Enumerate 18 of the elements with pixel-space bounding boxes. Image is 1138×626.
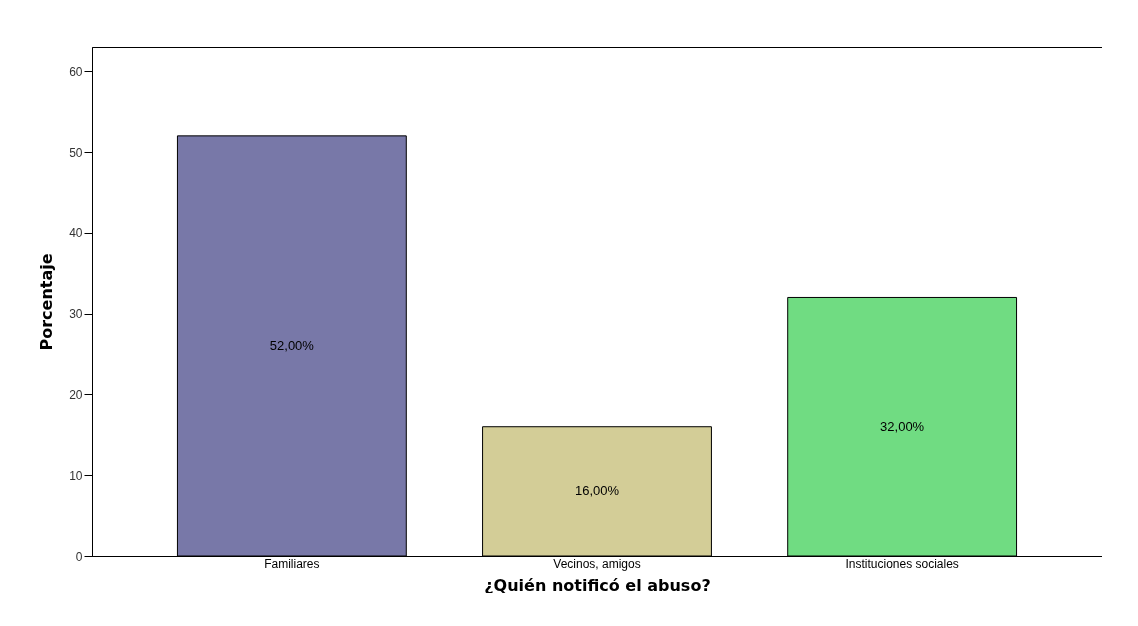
bar (787, 296, 1018, 557)
y-tick-label: 10 (69, 468, 83, 483)
y-tick-label: 50 (69, 145, 83, 160)
bar (482, 426, 712, 557)
bar (176, 135, 407, 557)
y-axis-title: Porcentaje (37, 253, 57, 351)
data-label: 52,00% (269, 337, 315, 353)
x-tick-label: Vecinos, amigos (553, 556, 641, 571)
y-tick-label: 30 (69, 307, 83, 322)
x-tick-label: Familiares (264, 556, 320, 571)
y-tick-label: 0 (75, 549, 83, 564)
data-label: 32,00% (880, 418, 925, 434)
y-tick-label: 60 (69, 64, 83, 79)
x-tick-label: Instituciones sociales (845, 556, 959, 571)
y-tick-label: 40 (69, 226, 83, 241)
y-tick-label: 20 (69, 387, 83, 402)
data-label: 16,00% (574, 483, 620, 499)
x-axis-title: ¿Quién notificó el abuso? (484, 575, 711, 595)
